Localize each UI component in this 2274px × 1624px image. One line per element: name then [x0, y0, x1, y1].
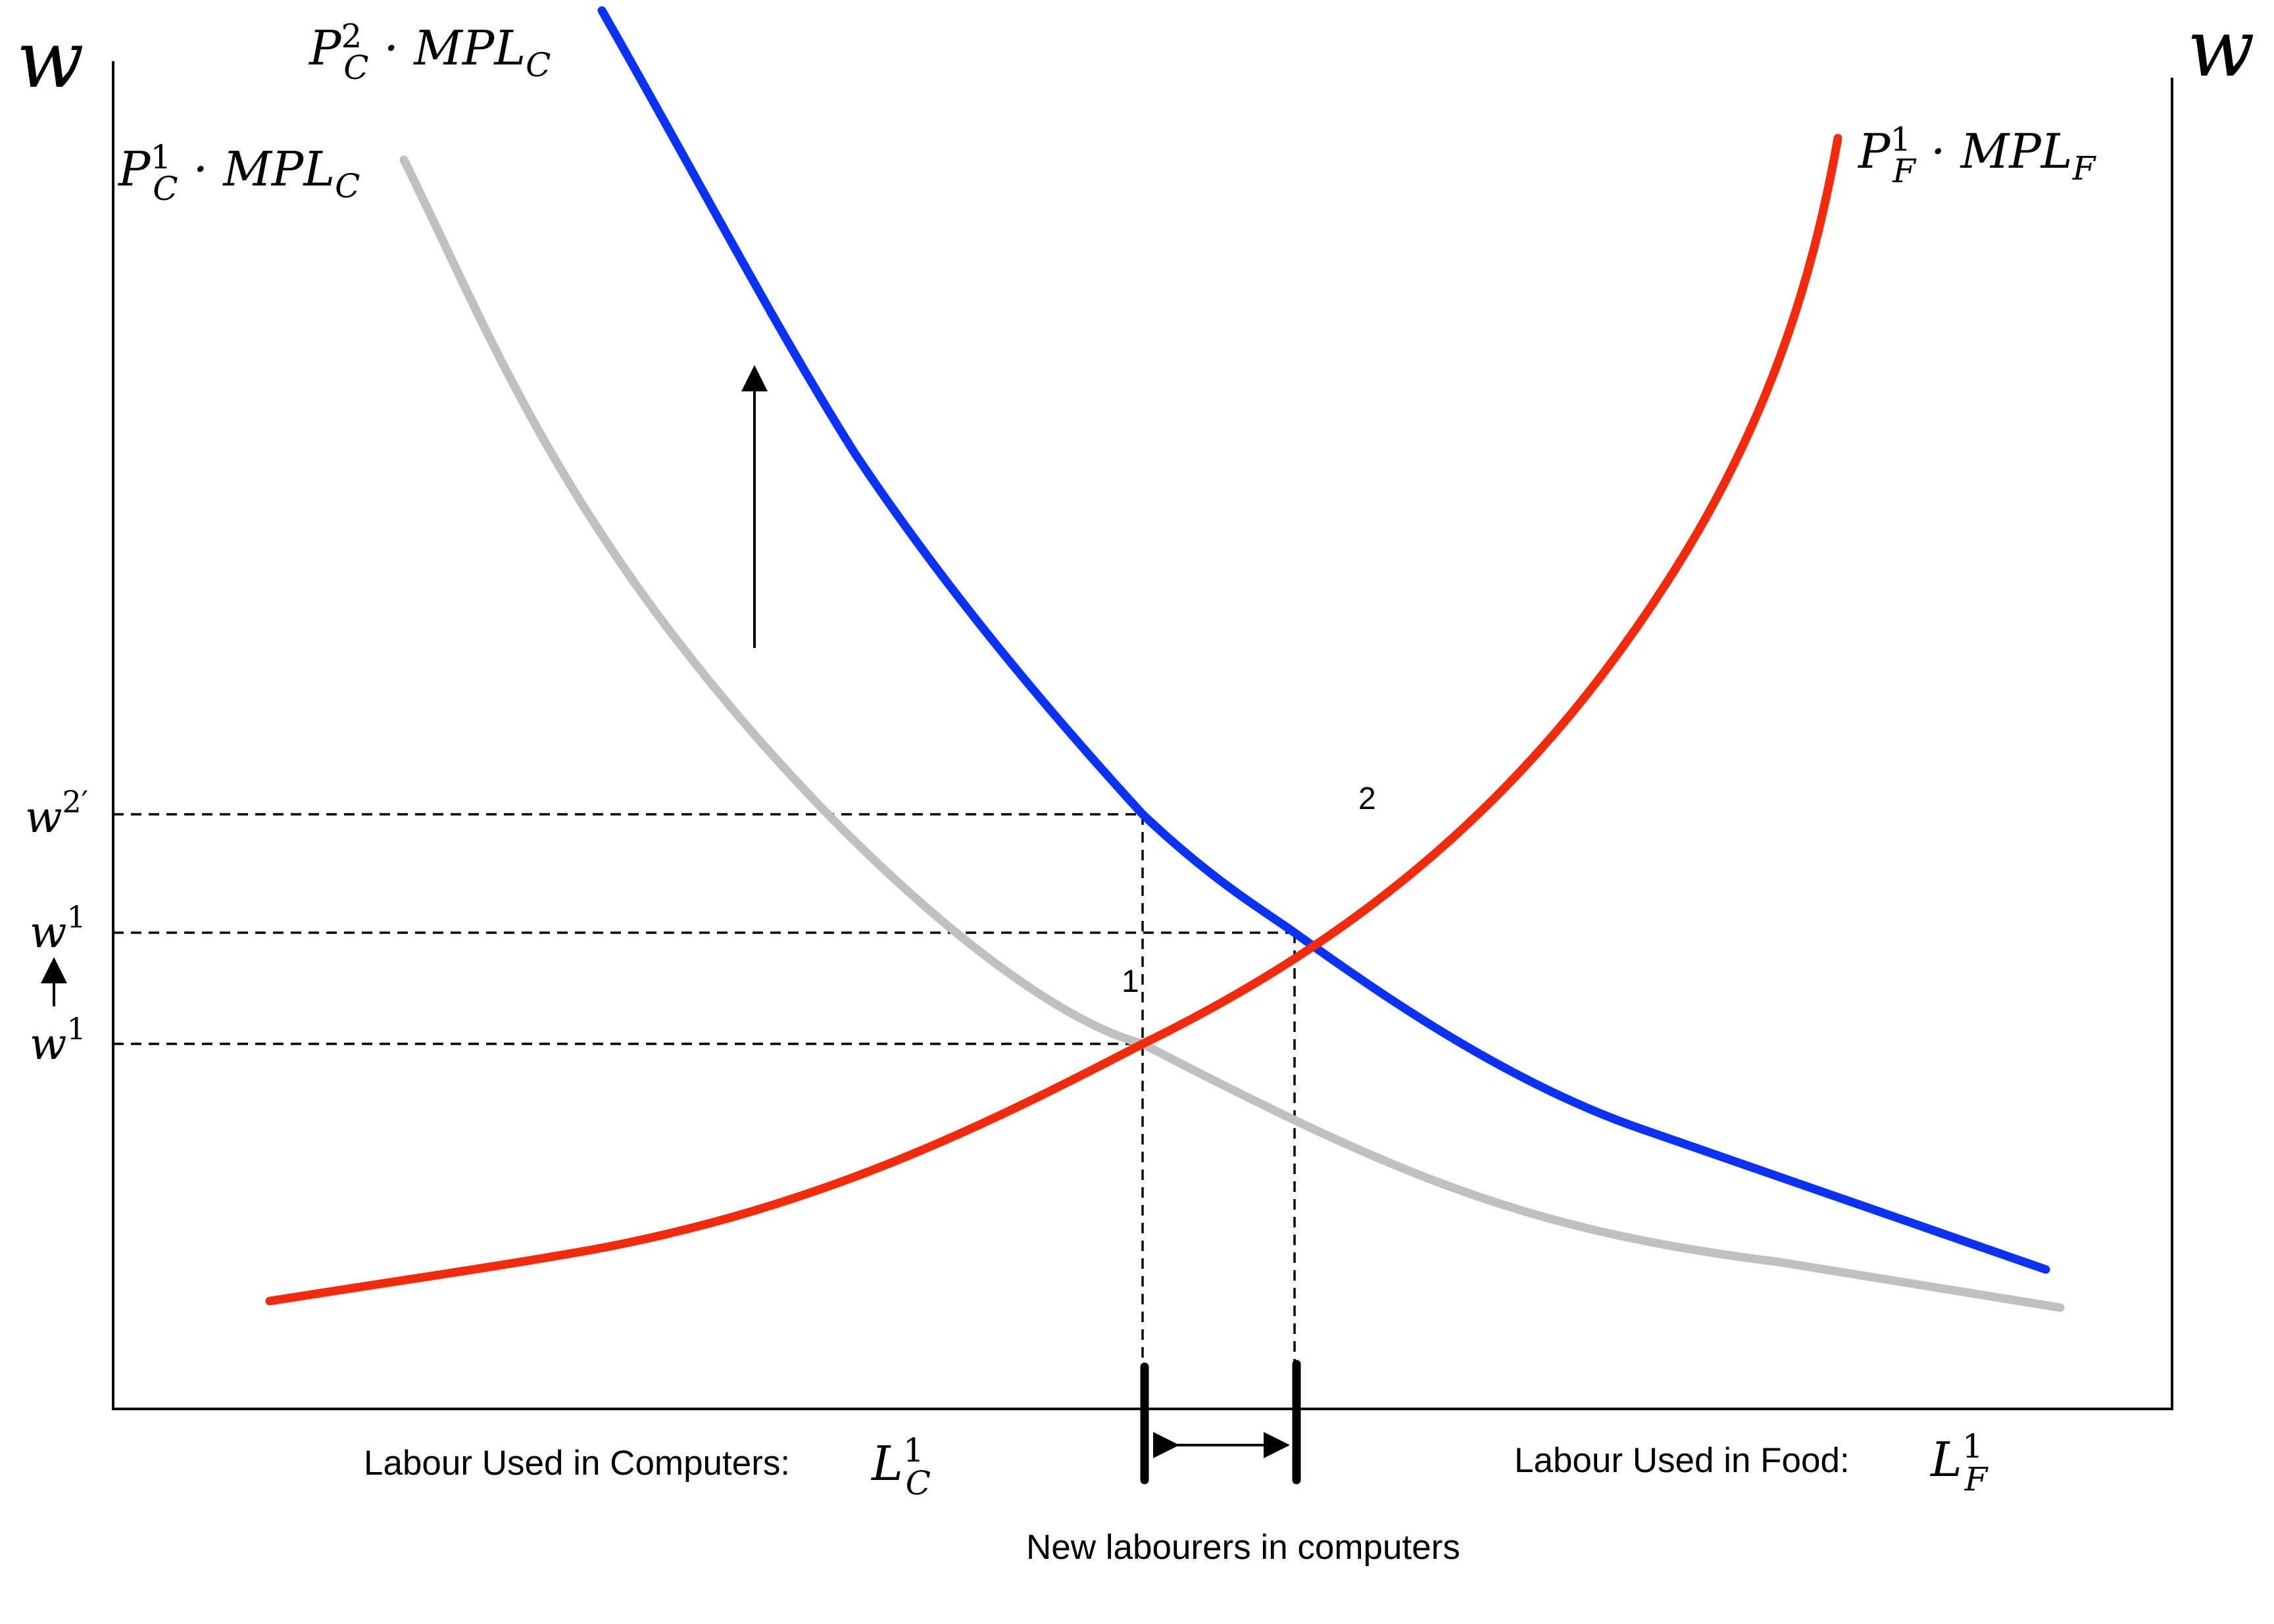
wage-label-w2-prime: w2′ — [25, 784, 88, 843]
computers-new-curve-label: P2 C · MPLC — [308, 17, 551, 87]
food-labour-text: Labour Used in Food: — [1514, 1441, 1850, 1480]
computers-labour-text: Labour Used in Computers: — [364, 1444, 790, 1483]
new-labourers-caption: New labourers in computers — [1026, 1528, 1460, 1567]
right-axis-label: w — [2187, 3, 2255, 95]
computers-new-curve — [597, 6, 2050, 1274]
computers-initial-curve — [399, 155, 2065, 1312]
guide-lines — [113, 813, 1296, 1409]
food-labour-symbol: L1 F — [1929, 1427, 1989, 1498]
food-curve-label: P1 F · MPLF — [1857, 120, 2097, 190]
left-axis-label: w — [16, 14, 84, 106]
computers-labour-symbol: L1 C — [870, 1431, 931, 1502]
wage-label-w1-lower: w1 — [30, 1011, 86, 1070]
point-1-label: 1 — [1122, 964, 1139, 999]
wage-label-w1-upper: w1 — [30, 899, 86, 958]
computers-initial-curve-label: P1 C · MPLC — [117, 138, 360, 208]
point-2-label: 2 — [1358, 781, 1376, 816]
food-curve — [265, 134, 1842, 1306]
